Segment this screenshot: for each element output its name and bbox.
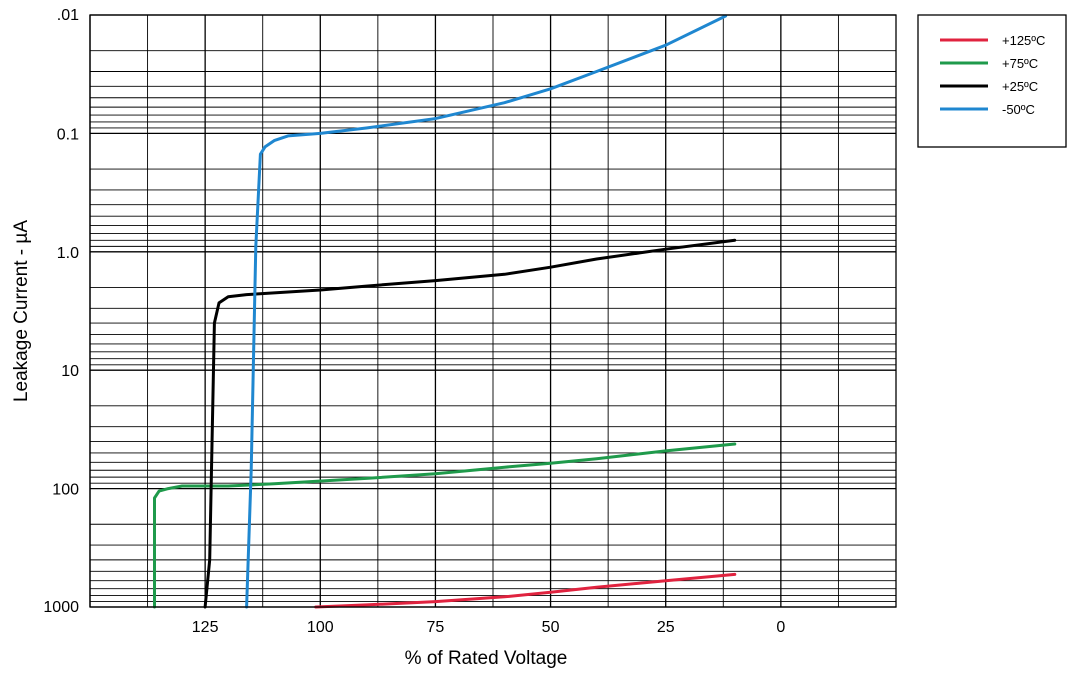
legend-label: +75ºC (1002, 56, 1038, 71)
plot-frame (89, 14, 897, 608)
legend-label: +125ºC (1002, 33, 1045, 48)
series-line (245, 14, 728, 609)
legend-label: -50ºC (1002, 102, 1035, 117)
legend: +125ºC +75ºC +25ºC -50ºC (917, 14, 1067, 148)
x-tick-label: 100 (307, 619, 334, 636)
y-tick-label: 0.1 (57, 126, 79, 143)
y-tick-labels: .01 0.1 1.0 10 100 1000 (43, 7, 79, 616)
y-tick-label: 10 (61, 363, 79, 380)
x-tick-labels: 125 100 75 50 25 0 (192, 619, 786, 636)
x-tick-label: 0 (776, 619, 785, 636)
x-tick-label: 75 (427, 619, 445, 636)
y-tick-label: 100 (52, 482, 79, 499)
y-tick-label: 1000 (43, 599, 79, 616)
legend-box (917, 14, 1067, 148)
x-axis-label: % of Rated Voltage (405, 648, 568, 669)
series-line (153, 442, 737, 609)
x-tick-label: 125 (192, 619, 219, 636)
legend-label: +25ºC (1002, 79, 1038, 94)
plot-area (89, 14, 897, 609)
series-lines (153, 14, 737, 609)
series-line (314, 572, 737, 609)
x-tick-label: 25 (657, 619, 675, 636)
y-tick-label: .01 (57, 7, 79, 24)
y-axis-label: Leakage Current - µA (11, 220, 32, 402)
x-tick-label: 50 (542, 619, 560, 636)
series-line (203, 238, 737, 609)
y-tick-label: 1.0 (57, 245, 79, 262)
